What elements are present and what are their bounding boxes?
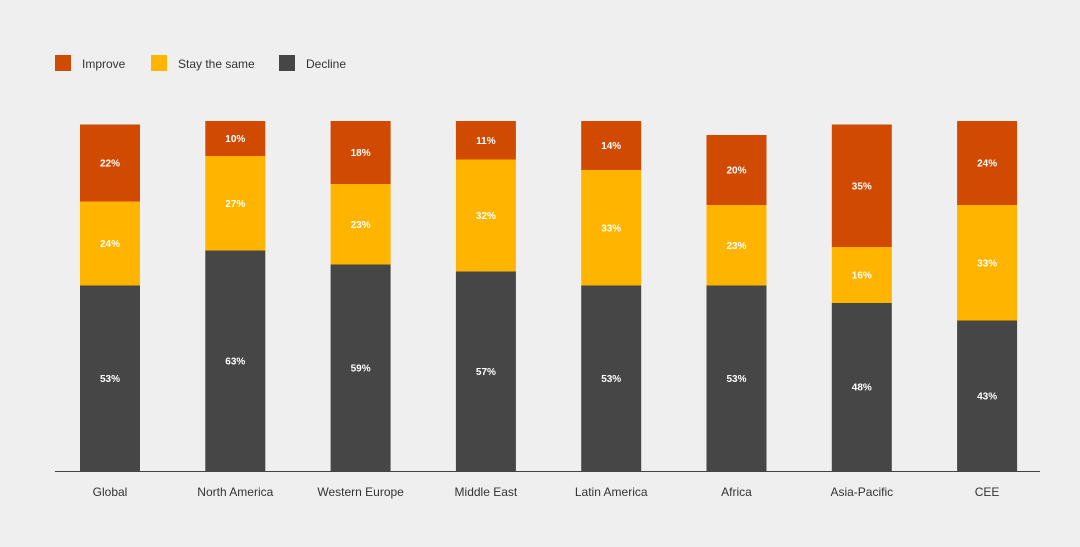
- data-label-stay-the-same-north-america: 27%: [225, 199, 245, 210]
- bar-improve-middle-east: [455, 121, 516, 160]
- data-label-improve-latin-america: 14%: [601, 141, 621, 152]
- legend-swatch-improve: [55, 55, 71, 71]
- data-label-stay-the-same-global: 24%: [100, 239, 120, 250]
- bar-stay-the-same-latin-america: [581, 170, 642, 286]
- x-tick-label-asia-pacific: Asia-Pacific: [830, 485, 893, 499]
- bar-improve-global: [80, 124, 140, 202]
- x-tick-label-western-europe: Western Europe: [317, 485, 404, 499]
- data-label-improve-western-europe: 18%: [351, 148, 371, 159]
- data-label-decline-asia-pacific: 48%: [852, 383, 872, 394]
- bar-decline-cee: [957, 320, 1018, 471]
- bar-stay-the-same-cee: [957, 205, 1018, 321]
- data-label-stay-the-same-asia-pacific: 16%: [852, 271, 872, 282]
- bar-improve-africa: [706, 135, 767, 205]
- data-label-decline-north-america: 63%: [225, 356, 245, 367]
- bar-decline-middle-east: [455, 271, 516, 471]
- data-label-stay-the-same-africa: 23%: [726, 241, 746, 252]
- bar-group-western-europe: 59% 23% 18%: [330, 121, 391, 471]
- bar-stay-the-same-north-america: [205, 156, 266, 251]
- bar-stay-the-same-middle-east: [455, 159, 516, 272]
- bar-group-asia-pacific: 48% 16% 35%: [831, 124, 892, 471]
- data-label-improve-north-america: 10%: [225, 134, 245, 145]
- bar-decline-western-europe: [330, 264, 391, 471]
- bar-stay-the-same-africa: [706, 205, 767, 286]
- data-label-decline-middle-east: 57%: [476, 367, 496, 378]
- legend-swatch-decline: [279, 55, 295, 71]
- bar-stay-the-same-global: [80, 201, 140, 286]
- x-tick-label-latin-america: Latin America: [575, 485, 648, 499]
- legend: Improve Stay the same Decline: [55, 55, 346, 71]
- legend-label-decline: Decline: [306, 57, 346, 71]
- legend-label-improve: Improve: [82, 57, 126, 71]
- x-axis-labels: Global North America Western Europe Middle …: [93, 485, 1000, 499]
- x-tick-label-africa: Africa: [721, 485, 752, 499]
- x-tick-label-middle-east: Middle East: [455, 485, 518, 499]
- bar-group-middle-east: 57% 32% 11%: [455, 121, 516, 471]
- legend-swatch-stay-the-same: [151, 55, 167, 71]
- bar-group-north-america: 63% 27% 10%: [205, 121, 266, 471]
- data-label-decline-cee: 43%: [977, 391, 997, 402]
- data-label-decline-africa: 53%: [726, 374, 746, 385]
- bar-group-cee: 43% 33% 24%: [957, 121, 1018, 471]
- bar-decline-north-america: [205, 250, 266, 471]
- bar-improve-western-europe: [330, 121, 391, 184]
- bar-decline-asia-pacific: [831, 303, 892, 471]
- data-label-stay-the-same-latin-america: 33%: [601, 223, 621, 234]
- legend-label-stay-the-same: Stay the same: [178, 57, 255, 71]
- data-label-stay-the-same-cee: 33%: [977, 258, 997, 269]
- bar-decline-africa: [706, 285, 767, 471]
- x-tick-label-cee: CEE: [975, 485, 1000, 499]
- bars: 53% 24% 22% 63% 27% 10% 59% 23% 18% 57% 32% 11% 53% 3…: [80, 121, 1018, 471]
- data-label-improve-africa: 20%: [726, 166, 746, 177]
- data-label-decline-global: 53%: [100, 374, 120, 385]
- bar-decline-latin-america: [581, 285, 642, 471]
- data-label-stay-the-same-western-europe: 23%: [351, 220, 371, 231]
- data-label-decline-western-europe: 59%: [351, 363, 371, 374]
- x-tick-label-north-america: North America: [197, 485, 273, 499]
- bar-improve-latin-america: [581, 121, 642, 170]
- data-label-improve-middle-east: 11%: [476, 136, 496, 147]
- data-label-improve-global: 22%: [100, 159, 120, 170]
- bar-decline-global: [80, 285, 140, 471]
- bar-group-latin-america: 53% 33% 14%: [581, 121, 642, 471]
- bar-stay-the-same-western-europe: [330, 184, 391, 265]
- data-label-improve-cee: 24%: [977, 159, 997, 170]
- bar-improve-asia-pacific: [831, 124, 892, 247]
- bar-group-global: 53% 24% 22%: [80, 124, 140, 471]
- data-label-decline-latin-america: 53%: [601, 374, 621, 385]
- x-tick-label-global: Global: [93, 485, 128, 499]
- bar-improve-north-america: [205, 121, 266, 156]
- bar-stay-the-same-asia-pacific: [831, 247, 892, 303]
- bar-improve-cee: [957, 121, 1018, 205]
- bar-group-africa: 53% 23% 20%: [706, 135, 767, 471]
- data-label-stay-the-same-middle-east: 32%: [476, 211, 496, 222]
- data-label-improve-asia-pacific: 35%: [852, 181, 872, 192]
